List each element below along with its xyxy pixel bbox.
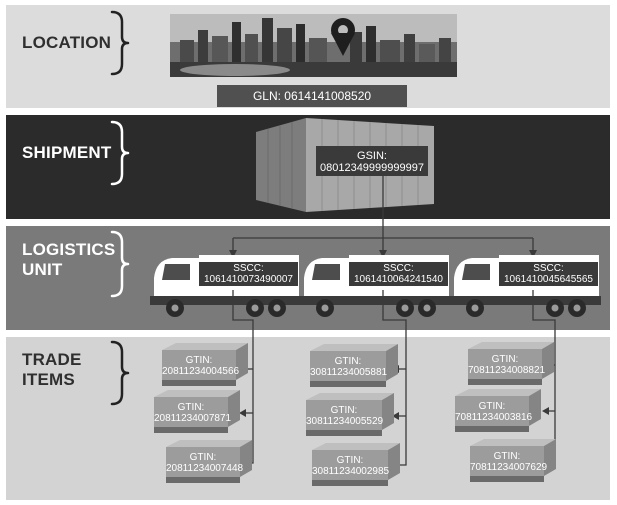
pallet-icon <box>154 390 240 433</box>
shipment-brace-icon <box>110 120 130 186</box>
pallet-icon <box>468 342 554 385</box>
sscc-label-2: SSCC: 1061410064241540 <box>349 263 448 285</box>
pallet-icon <box>455 389 541 432</box>
gsin-label: GSIN: 08012349999999997 <box>316 150 428 174</box>
pallet-icon <box>470 439 556 482</box>
gtin-title: GTIN: <box>177 402 205 413</box>
gtin-label: GTIN: 20811234007448 <box>166 452 244 474</box>
sscc-title: SSCC: <box>533 263 564 274</box>
sscc-title: SSCC: <box>233 263 264 274</box>
band-label-location: LOCATION <box>22 33 112 52</box>
pallet-icon <box>310 344 398 387</box>
gsin-title: GSIN: <box>357 150 387 162</box>
gtin-value: 30811234002985 <box>312 466 390 477</box>
gtin-label: GTIN: 30811234005881 <box>310 356 388 378</box>
pallet-icon <box>162 343 248 386</box>
location-brace-icon <box>110 10 130 76</box>
gtin-value: 20811234007871 <box>154 413 232 424</box>
band-label-logistics-unit: LOGISTICS UNIT <box>22 240 116 279</box>
gtin-label: GTIN: 70811234003816 <box>455 401 533 423</box>
gtin-value: 70811234008821 <box>468 365 546 376</box>
city-skyline-icon <box>170 14 457 77</box>
gtin-label: GTIN: 70811234008821 <box>468 354 546 376</box>
gtin-title: GTIN: <box>336 455 364 466</box>
gtin-title: GTIN: <box>493 451 521 462</box>
shipping-container-icon <box>256 118 434 212</box>
sscc-label-3: SSCC: 1061410045645565 <box>499 263 598 285</box>
band-label-trade-items: TRADE ITEMS <box>22 350 82 389</box>
pallet-icon <box>306 393 394 436</box>
gtin-title: GTIN: <box>334 356 362 367</box>
gtin-value: 30811234005881 <box>310 367 388 378</box>
pallet-icon <box>312 443 400 486</box>
gtin-label: GTIN: 30811234002985 <box>312 455 390 477</box>
gtin-value: 70811234007629 <box>470 462 548 473</box>
gln-label: GLN: 0614141008520 <box>217 85 407 107</box>
sscc-value: 1061410073490007 <box>204 274 293 285</box>
gtin-value: 70811234003816 <box>455 412 533 423</box>
gtin-title: GTIN: <box>185 355 213 366</box>
gtin-value: 30811234005529 <box>306 416 384 427</box>
gtin-value: 20811234007448 <box>166 463 244 474</box>
gtin-label: GTIN: 20811234007871 <box>154 402 232 424</box>
pallet-icon <box>166 440 252 483</box>
gtin-value: 20811234004566 <box>162 366 240 377</box>
gtin-label: GTIN: 30811234005529 <box>306 405 384 427</box>
gtin-title: GTIN: <box>491 354 519 365</box>
gtin-title: GTIN: <box>189 452 217 463</box>
gtin-label: GTIN: 70811234007629 <box>470 451 548 473</box>
sscc-value: 1061410064241540 <box>354 274 443 285</box>
gtin-title: GTIN: <box>330 405 358 416</box>
sscc-value: 1061410045645565 <box>504 274 593 285</box>
gsin-value: 08012349999999997 <box>319 162 424 174</box>
band-label-shipment: SHIPMENT <box>22 143 112 162</box>
sscc-label-1: SSCC: 1061410073490007 <box>199 263 298 285</box>
trade-items-brace-icon <box>110 340 130 406</box>
gtin-label: GTIN: 20811234004566 <box>162 355 240 377</box>
gtin-title: GTIN: <box>478 401 506 412</box>
logistics-brace-icon <box>110 230 130 298</box>
sscc-title: SSCC: <box>383 263 414 274</box>
